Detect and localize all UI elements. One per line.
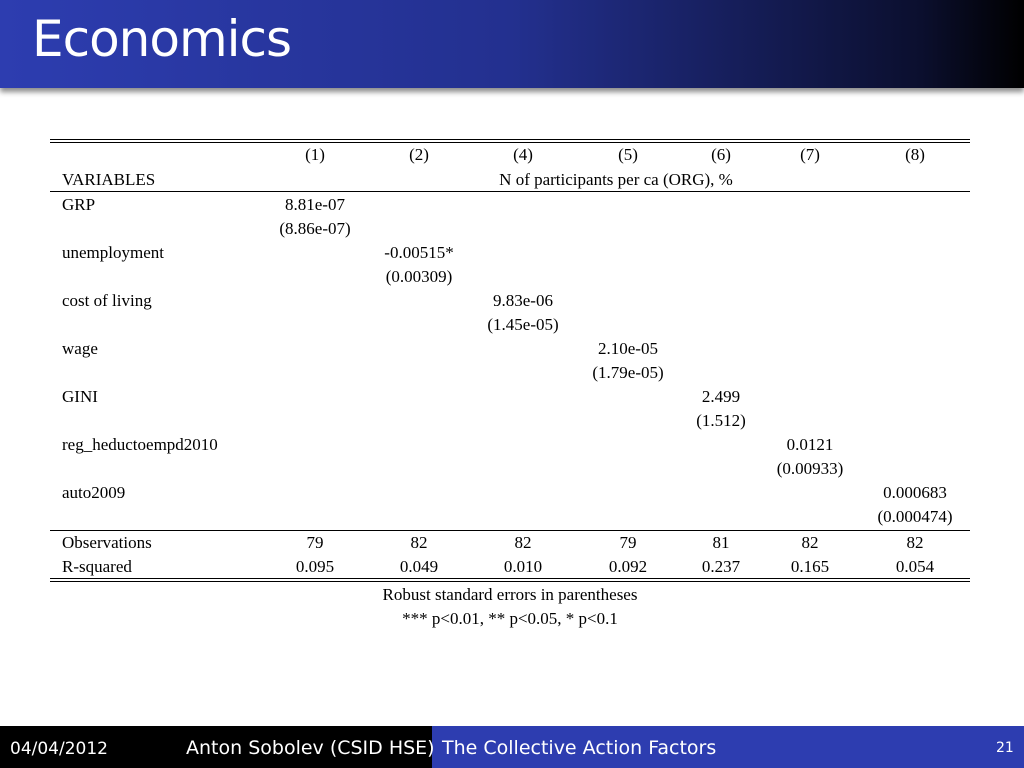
column-header: (4) — [513, 145, 533, 164]
column-header: (7) — [800, 145, 820, 164]
stat-value: 0.095 — [295, 557, 335, 576]
standard-error: (8.86e-07) — [279, 219, 351, 238]
footer-date: 04/04/2012 — [10, 739, 108, 759]
variable-name: auto2009 — [62, 483, 126, 502]
variable-name: reg_heductoempd2010 — [62, 435, 218, 454]
coefficient: 0.0121 — [786, 435, 834, 454]
stat-value: 0.165 — [790, 557, 830, 576]
coefficient: 8.81e-07 — [285, 195, 345, 214]
stat-value: 82 — [514, 533, 532, 552]
stat-value: 0.049 — [399, 557, 439, 576]
coefficient: 2.10e-05 — [598, 339, 658, 358]
row-label-header: VARIABLES — [62, 170, 156, 189]
standard-error: (0.00933) — [776, 459, 844, 478]
coefficient: 0.000683 — [883, 483, 947, 502]
variable-name: GINI — [62, 387, 98, 406]
footer-right — [432, 726, 1024, 768]
table-rule — [50, 578, 970, 579]
stat-value: 82 — [801, 533, 819, 552]
stat-name: R-squared — [62, 557, 132, 576]
dependent-variable: N of participants per ca (ORG), % — [499, 170, 733, 189]
column-header: (6) — [711, 145, 731, 164]
coefficient: 2.499 — [701, 387, 741, 406]
coefficient: 9.83e-06 — [493, 291, 553, 310]
variable-name: wage — [62, 339, 98, 358]
stat-value: 79 — [306, 533, 324, 552]
table-rule — [50, 142, 970, 143]
column-header: (8) — [905, 145, 925, 164]
stat-value: 0.237 — [701, 557, 741, 576]
stat-value: 79 — [619, 533, 637, 552]
variable-name: GRP — [62, 195, 96, 214]
column-header: (1) — [305, 145, 325, 164]
page-number: 21 — [996, 740, 1014, 756]
table-rule — [50, 139, 970, 140]
slide-title: Economics — [32, 10, 292, 68]
stat-name: Observations — [62, 533, 152, 552]
stat-value: 82 — [410, 533, 428, 552]
stat-value: 0.092 — [608, 557, 648, 576]
standard-error: (0.00309) — [385, 267, 453, 286]
column-header: (5) — [618, 145, 638, 164]
coefficient: -0.00515* — [384, 243, 454, 262]
column-header: (2) — [409, 145, 429, 164]
stat-value: 0.010 — [503, 557, 543, 576]
variable-name: cost of living — [62, 291, 152, 310]
table-note: Robust standard errors in parentheses — [382, 585, 638, 604]
standard-error: (1.79e-05) — [592, 363, 664, 382]
footer-author: Anton Sobolev (CSID HSE) — [186, 737, 435, 759]
footer-left — [0, 726, 432, 768]
table-note: *** p<0.01, ** p<0.05, * p<0.1 — [402, 609, 618, 628]
standard-error: (0.000474) — [877, 507, 953, 526]
standard-error: (1.45e-05) — [487, 315, 559, 334]
footer-title: The Collective Action Factors — [442, 737, 717, 759]
stat-value: 82 — [906, 533, 924, 552]
table-rule — [50, 581, 970, 582]
table-rule — [50, 530, 970, 531]
stat-value: 81 — [712, 533, 730, 552]
table-rule — [50, 191, 970, 192]
variable-name: unemployment — [62, 243, 164, 262]
standard-error: (1.512) — [696, 411, 746, 430]
header: Economics — [0, 0, 1024, 88]
stat-value: 0.054 — [895, 557, 935, 576]
